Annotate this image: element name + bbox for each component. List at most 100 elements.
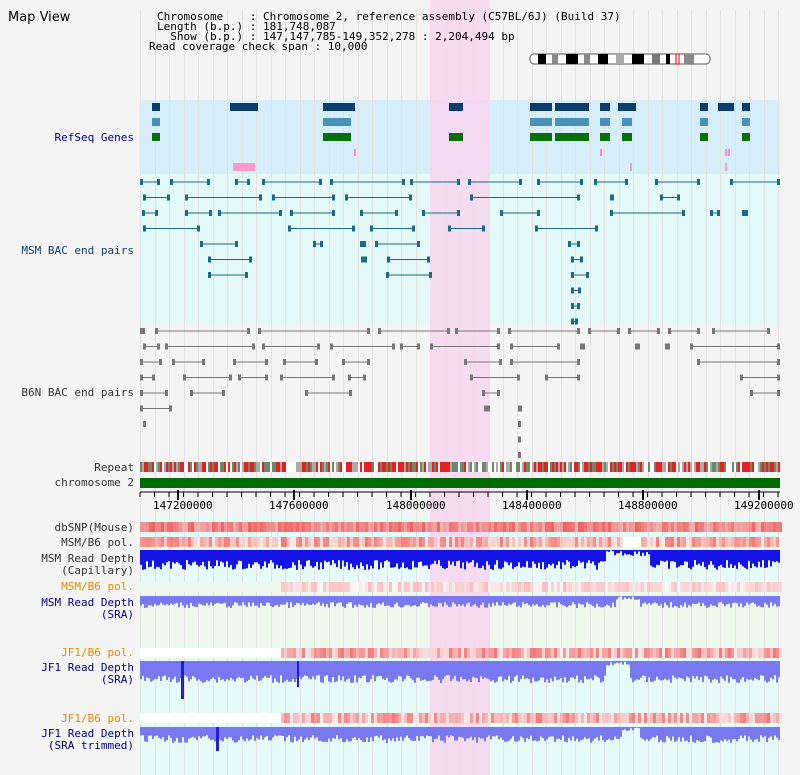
msm-b6-pol-cell: [512, 537, 515, 547]
msm-cap-depth-bar: [692, 550, 694, 567]
msm-cap-depth-bar: [140, 550, 142, 565]
msm-sra-depth-bar: [710, 596, 712, 605]
msm-sra-depth-bar: [502, 596, 504, 603]
jf1-trim-depth-bar: [500, 727, 502, 738]
repeat-segment: [428, 462, 430, 472]
jf1-b6-pol-cell: [674, 648, 677, 658]
jf1-sra-depth-bar: [220, 661, 222, 680]
jf1-sra-depth-bar: [672, 661, 674, 676]
jf1-trim-depth-bar: [394, 727, 396, 742]
msm-cap-depth-bar: [218, 550, 220, 567]
dbsnp-cell: [623, 522, 626, 532]
jf1-sra-depth-bar: [196, 661, 198, 681]
jf1-trim-depth-bar: [620, 727, 622, 737]
repeat-segment: [632, 462, 634, 472]
jf1-b6-pol-cell: [263, 648, 266, 658]
msm-b6-pol-cell: [215, 537, 218, 547]
jf1-b6-pol-cell: [527, 648, 530, 658]
jf1-b6-pol2-cell: [416, 713, 419, 723]
jf1-sra-depth-bar: [658, 661, 660, 680]
msm-bac-end: [410, 179, 413, 185]
jf1-b6-pol2-cell: [656, 713, 659, 723]
msm-b6-pol-cell: [179, 537, 182, 547]
msm-sra-depth-bar: [734, 596, 736, 603]
jf1-b6-pol2-cell: [668, 713, 671, 723]
msm-b6-pol-cell: [419, 537, 422, 547]
repeat-segment: [708, 462, 710, 472]
dbsnp-cell: [266, 522, 269, 532]
jf1-trim-depth-bar: [466, 727, 468, 739]
refseq-mark: [354, 149, 356, 156]
msm-b6-pol2-cell: [539, 582, 542, 592]
dbsnp-cell: [458, 522, 461, 532]
msm-b6-pol-cell: [596, 537, 599, 547]
msm-cap-depth-bar: [270, 550, 272, 561]
msm-sra-depth-bar: [146, 596, 148, 608]
msm-cap-depth-bar: [468, 550, 470, 563]
msm-cap-depth-bar: [178, 550, 180, 564]
dbsnp-cell: [566, 522, 569, 532]
jf1-sra-depth-bar: [596, 661, 598, 677]
msm-sra-depth-bar: [446, 596, 448, 605]
msm-sra-depth-bar: [176, 596, 178, 603]
jf1-b6-pol2-cell: [182, 713, 185, 723]
msm-sra-depth-bar: [490, 596, 492, 607]
msm-b6-pol2-cell: [761, 582, 764, 592]
jf1-b6-pol2-cell: [458, 713, 461, 723]
jf1-b6-pol-cell: [734, 648, 737, 658]
msm-cap-depth-bar: [594, 550, 596, 566]
jf1-b6-pol2-cell: [698, 713, 701, 723]
msm-sra-depth-bar: [754, 596, 756, 604]
jf1-b6-pol-cell: [317, 648, 320, 658]
msm-sra-depth-bar: [324, 596, 326, 607]
chromosome-ideogram[interactable]: [528, 52, 714, 66]
msm-sra-depth-bar: [310, 596, 312, 606]
msm-sra-depth-bar: [290, 596, 292, 603]
msm-cap-depth-bar: [540, 550, 542, 570]
repeat-segment: [164, 462, 166, 472]
axis-tick-4: 148400000: [502, 499, 562, 512]
msm-b6-pol-cell: [164, 537, 167, 547]
refseq-gene: [718, 103, 734, 111]
jf1-b6-pol-cell: [287, 648, 290, 658]
jf1-b6-pol2-cell: [374, 713, 377, 723]
msm-sra-depth-bar: [512, 596, 514, 604]
label-msm-rd-sra-1: MSM Read Depth: [41, 596, 134, 609]
jf1-b6-pol2-cell: [197, 713, 200, 723]
msm-cap-depth-bar: [394, 550, 396, 567]
msm-cap-depth-bar: [532, 550, 534, 562]
msm-cap-depth-bar: [560, 550, 562, 569]
repeat-segment: [630, 462, 632, 472]
msm-sra-depth-bar: [686, 596, 688, 608]
dbsnp-cell: [680, 522, 683, 532]
msm-cap-depth-bar: [652, 550, 654, 567]
jf1-b6-pol2-cell: [521, 713, 524, 723]
repeat-segment: [204, 462, 206, 472]
dbsnp-cell: [179, 522, 182, 532]
msm-sra-depth-bar: [184, 596, 186, 608]
repeat-segment: [598, 462, 600, 472]
msm-bac-end: [290, 210, 293, 216]
jf1-trim-depth-bar: [752, 727, 754, 742]
msm-b6-pol-cell: [170, 537, 173, 547]
jf1-b6-pol2-cell: [728, 713, 731, 723]
jf1-trim-depth-bar: [478, 727, 480, 738]
msm-sra-depth-bar: [474, 596, 476, 605]
repeat-segment: [482, 462, 484, 472]
msm-bac-end: [360, 210, 363, 216]
msm-cap-depth-bar: [558, 550, 560, 562]
msm-sra-depth-bar: [660, 596, 662, 605]
jf1-trim-depth-bar: [592, 727, 594, 741]
jf1-trim-depth-bar: [664, 727, 666, 743]
msm-b6-pol-cell: [392, 537, 395, 547]
msm-sra-depth-bar: [600, 596, 602, 608]
dbsnp-cell: [176, 522, 179, 532]
msm-b6-pol-cell: [347, 537, 350, 547]
highlight-region[interactable]: [430, 0, 490, 775]
msm-cap-depth-bar: [608, 550, 610, 552]
msm-cap-depth-bar: [410, 550, 412, 570]
msm-b6-pol-cell: [221, 537, 224, 547]
jf1-trim-depth-bar: [722, 727, 724, 742]
jf1-trim-depth-bar: [224, 727, 226, 738]
